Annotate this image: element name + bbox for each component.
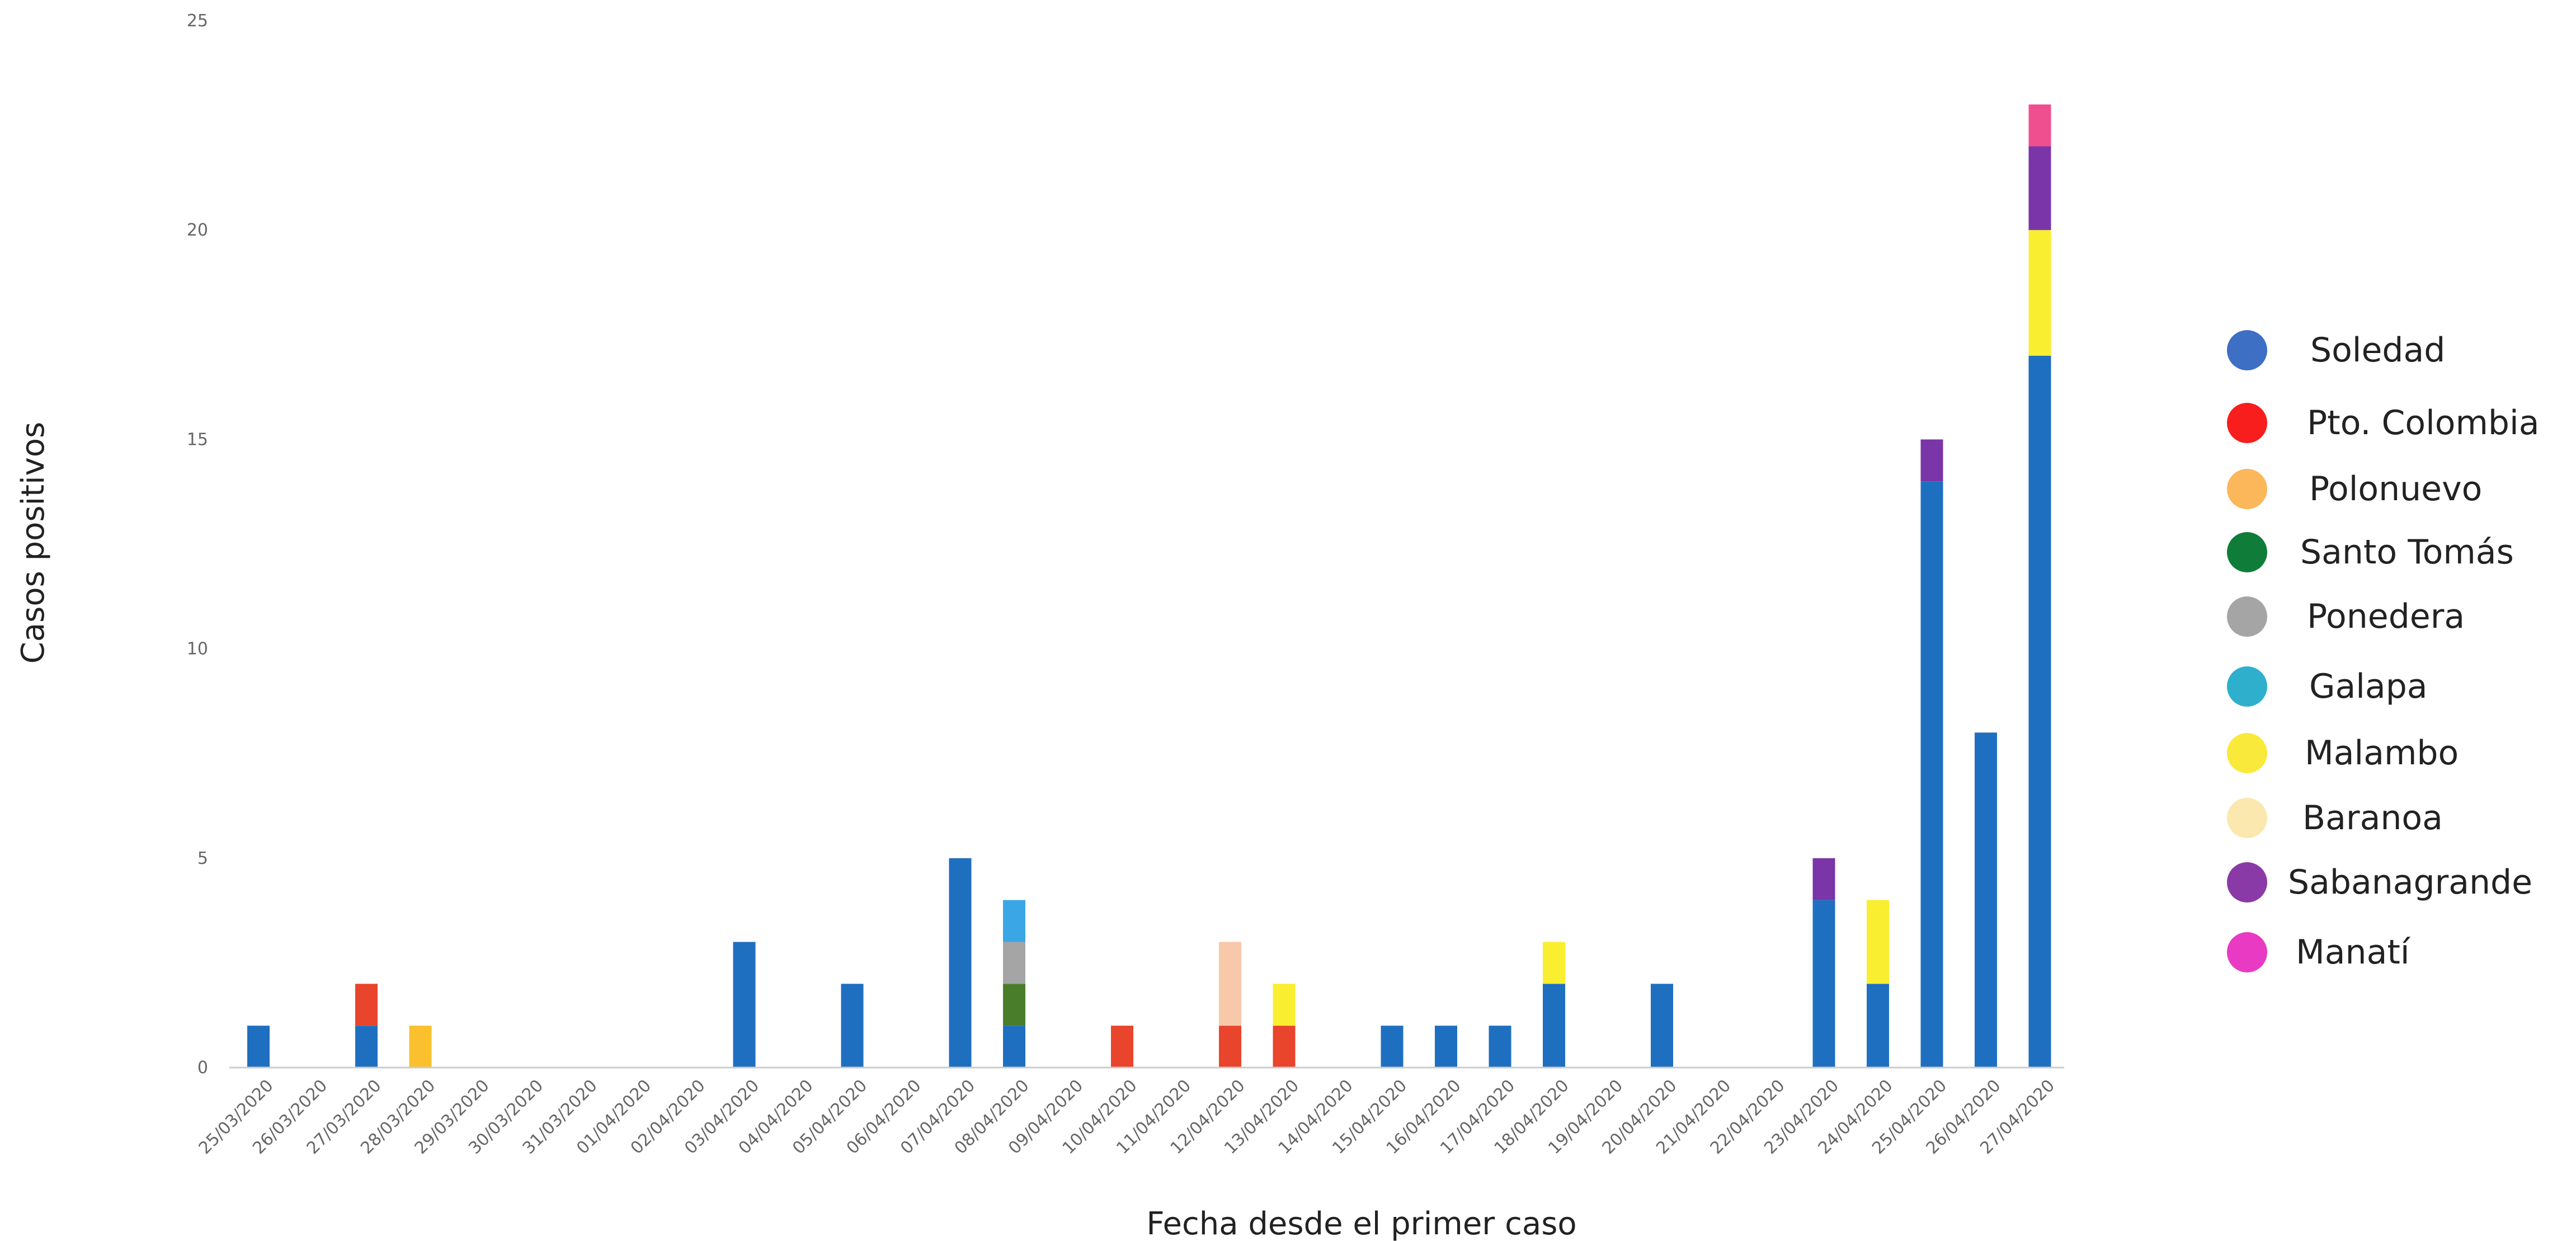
bar-segment (1435, 1026, 1457, 1068)
bar-segment (1812, 900, 1835, 1068)
bar-segment (1273, 1026, 1296, 1068)
bar-segment (1812, 858, 1835, 900)
legend-label: Galapa (2309, 667, 2428, 706)
bar-segment (733, 942, 756, 1068)
bar-segment (1003, 1026, 1025, 1068)
bar-segment (841, 984, 864, 1068)
legend-swatch (2227, 798, 2267, 838)
bar-segment (355, 1026, 378, 1068)
bar-segment (1489, 1026, 1511, 1068)
legend-swatch (2227, 862, 2267, 902)
bar-segment (1003, 942, 1025, 984)
y-tick-label: 5 (197, 849, 208, 868)
x-axis-label: Fecha desde el primer caso (1146, 1206, 1576, 1241)
legend-label: Manatí (2296, 933, 2411, 972)
y-axis-label: Casos positivos (15, 422, 51, 664)
y-tick-label: 0 (197, 1058, 208, 1078)
bars-layer (247, 104, 2051, 1068)
legend-swatch (2227, 330, 2267, 370)
legend-label: Pto. Colombia (2307, 403, 2539, 443)
bar-segment (247, 1026, 270, 1068)
legend-label: Soledad (2310, 331, 2445, 370)
bar-segment (2028, 146, 2051, 231)
x-axis: 25/03/202026/03/202027/03/202028/03/2020… (195, 1076, 2059, 1158)
legend-swatch (2227, 666, 2267, 707)
legend-swatch (2227, 532, 2267, 572)
legend-swatch (2227, 469, 2267, 509)
bar-segment (1111, 1026, 1133, 1068)
legend-label: Sabanagrande (2288, 863, 2532, 902)
bar-segment (1920, 439, 1943, 482)
bar-segment (2028, 104, 2051, 147)
bar-segment (1975, 732, 1997, 1068)
bar-segment (2028, 355, 2051, 1068)
legend-label: Ponedera (2307, 597, 2465, 636)
legend-label: Santo Tomás (2300, 533, 2514, 572)
y-tick-label: 25 (187, 11, 208, 31)
legend-swatch (2227, 932, 2267, 972)
y-tick-label: 20 (187, 220, 208, 240)
bar-segment (1219, 942, 1241, 1026)
y-tick-label: 10 (187, 640, 208, 659)
bar-segment (1920, 481, 1943, 1068)
legend-label: Polonuevo (2309, 469, 2482, 509)
bar-segment (409, 1026, 432, 1068)
bar-segment (1381, 1026, 1404, 1068)
bar-segment (1219, 1026, 1241, 1068)
y-axis: 0 5 10 15 20 25 (187, 11, 208, 1078)
legend-swatch (2227, 733, 2267, 773)
bar-segment (1651, 984, 1673, 1068)
bar-segment (2028, 230, 2051, 356)
bar-segment (1273, 984, 1296, 1026)
bar-segment (1867, 900, 1889, 984)
legend-label: Malambo (2305, 734, 2459, 773)
legend-swatch (2227, 403, 2267, 443)
legend-label: Baranoa (2302, 798, 2443, 838)
bar-segment (1003, 984, 1025, 1026)
bar-segment (355, 984, 378, 1026)
bar-segment (1543, 984, 1565, 1068)
bar-segment (949, 858, 972, 1068)
legend: Soledad Pto. Colombia Polonuevo Santo Tomás… (2227, 330, 2539, 972)
bar-segment (1003, 900, 1025, 942)
legend-swatch (2227, 596, 2267, 637)
bar-segment (1543, 942, 1565, 984)
bar-segment (1867, 984, 1889, 1068)
y-tick-label: 15 (187, 430, 208, 449)
